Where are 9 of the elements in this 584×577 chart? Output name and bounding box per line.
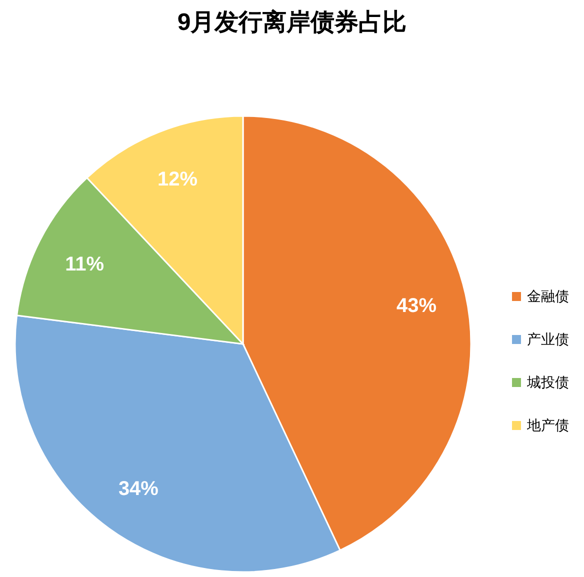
legend-label: 金融债	[527, 288, 569, 304]
data-label: 34%	[118, 478, 159, 500]
legend-label: 产业债	[527, 331, 569, 347]
legend-label: 城投债	[526, 374, 569, 390]
chart-title: 9月发行离岸债券占比	[177, 9, 407, 36]
legend-label: 地产债	[526, 417, 569, 433]
data-label: 11%	[65, 253, 104, 276]
data-label: 12%	[158, 168, 198, 191]
data-label: 43%	[396, 295, 437, 318]
